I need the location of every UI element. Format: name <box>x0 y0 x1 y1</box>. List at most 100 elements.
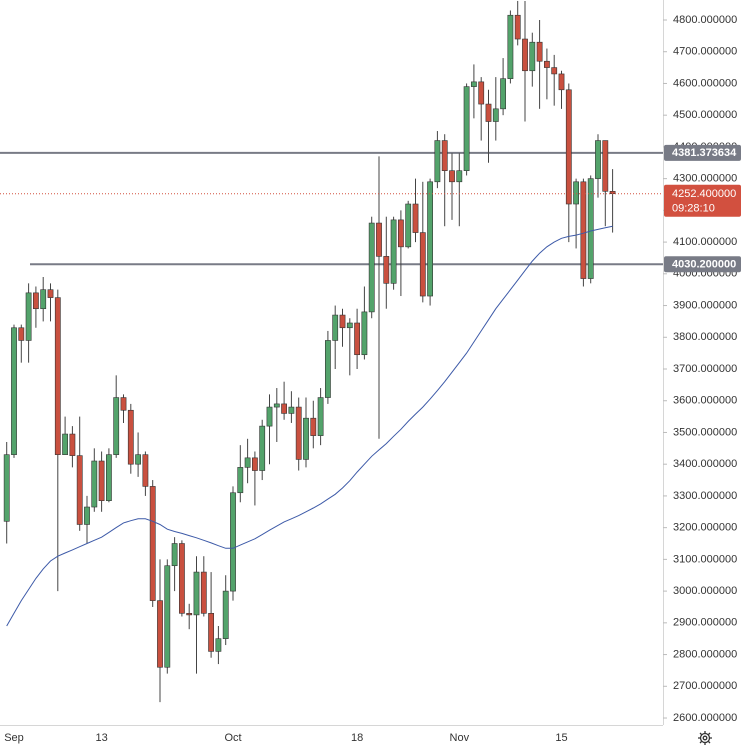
candle-body <box>580 181 587 279</box>
candle-body <box>98 460 105 501</box>
candle-body <box>157 600 163 668</box>
y-tick-label: 3100.000000 <box>673 553 737 565</box>
candle-body <box>171 543 178 567</box>
last-price-label: 4252.400000 <box>672 188 736 200</box>
candles <box>3 0 616 703</box>
candle-body <box>222 590 229 639</box>
candle-body <box>127 409 134 465</box>
candle-body <box>529 41 536 72</box>
candle-body <box>135 454 141 465</box>
candle-body <box>149 486 156 601</box>
candle-body <box>456 170 463 183</box>
price-label: 4381.373634 <box>672 147 737 159</box>
x-tick-label: Sep <box>4 732 24 744</box>
candle-body <box>427 181 433 297</box>
candle-body <box>288 406 295 414</box>
candle-body <box>208 613 214 652</box>
y-tick-label: 3400.000000 <box>673 458 737 470</box>
moving-average <box>6 225 613 627</box>
candle-body <box>573 181 579 205</box>
candle-body <box>193 571 200 616</box>
y-tick-label: 3200.000000 <box>673 522 737 534</box>
candle-body <box>376 222 382 257</box>
candle-body <box>405 203 412 248</box>
candle-body <box>463 86 470 172</box>
candle-body <box>500 78 506 110</box>
y-tick-label: 4600.000000 <box>673 77 737 89</box>
candle-body <box>266 406 273 427</box>
y-tick-label: 3000.000000 <box>673 585 737 597</box>
candle-body <box>449 170 455 183</box>
candle-body <box>18 327 25 341</box>
candle-body <box>120 397 127 411</box>
candle-body <box>543 60 550 68</box>
candle-body <box>587 178 594 279</box>
candle-body <box>200 571 207 614</box>
candle-body <box>602 140 609 192</box>
x-tick-label: 15 <box>555 732 567 744</box>
candle-body <box>252 457 258 471</box>
candle-body <box>419 232 426 297</box>
candle-body <box>361 311 368 356</box>
x-tick-label: 18 <box>351 732 363 744</box>
y-tick-label: 4700.000000 <box>673 46 737 58</box>
candle-body <box>522 38 528 72</box>
candle-body <box>237 467 244 494</box>
candle-body <box>536 41 543 62</box>
x-tick-label: Nov <box>450 732 470 744</box>
candle-body <box>441 140 448 172</box>
y-tick-label: 3900.000000 <box>673 299 737 311</box>
candle-body <box>62 433 68 455</box>
candle-body <box>179 543 185 614</box>
candle-body <box>383 256 390 284</box>
y-tick-label: 2900.000000 <box>673 617 737 629</box>
candle-body <box>339 314 346 329</box>
x-tick-label: 13 <box>95 732 107 744</box>
candle-body <box>244 457 251 468</box>
candle-body <box>142 454 149 487</box>
candle-body <box>84 506 90 525</box>
candle-body <box>332 314 339 341</box>
candle-body <box>303 417 309 460</box>
candle-body <box>390 219 397 284</box>
candle-body <box>281 403 287 414</box>
candle-body <box>478 81 485 105</box>
y-tick-label: 3600.000000 <box>673 395 737 407</box>
candle-body <box>3 454 10 522</box>
candle-body <box>106 454 112 501</box>
last-price-box <box>664 184 741 217</box>
candle-body <box>317 397 324 436</box>
candle-body <box>54 297 61 455</box>
countdown-label: 09:28:10 <box>672 203 715 215</box>
candle-body <box>32 292 39 310</box>
y-tick-label: 2700.000000 <box>673 680 737 692</box>
candle-body <box>507 14 514 79</box>
candle-body <box>47 289 54 298</box>
price-label-box <box>664 256 741 273</box>
candle-body <box>40 289 47 310</box>
candle-body <box>514 14 521 40</box>
candle-body <box>230 492 236 592</box>
candle-body <box>434 140 441 183</box>
candle-body <box>186 613 193 616</box>
candle-body <box>76 455 83 525</box>
candle-body <box>397 219 404 248</box>
candle-body <box>310 417 317 436</box>
candle-body <box>324 340 331 398</box>
y-tick-label: 3300.000000 <box>673 490 737 502</box>
candle-body <box>215 638 222 652</box>
candle-body <box>595 140 601 179</box>
candle-body <box>565 89 572 205</box>
y-tick-label: 4800.000000 <box>673 14 737 26</box>
candle-body <box>485 103 492 122</box>
candle-body <box>25 292 32 341</box>
price-label-box <box>664 144 741 161</box>
y-tick-label: 4100.000000 <box>673 236 737 248</box>
candle-body <box>295 406 302 460</box>
settings-icon[interactable] <box>698 731 712 745</box>
candle-body <box>346 322 353 329</box>
x-tick-label: Oct <box>224 732 241 744</box>
candle-body <box>412 203 419 233</box>
